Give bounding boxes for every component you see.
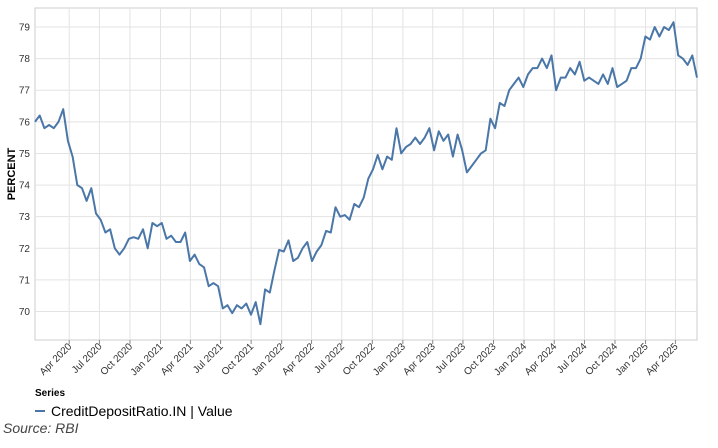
x-tick-label: Apr 2022 xyxy=(280,341,317,378)
x-tick-label: Apr 2020 xyxy=(38,341,75,378)
y-tick-label: 74 xyxy=(19,181,31,192)
source-note: Source: RBI xyxy=(3,420,79,436)
y-tick-label: 72 xyxy=(19,244,31,255)
x-tick-label: Jan 2024 xyxy=(492,341,529,378)
plot-frame xyxy=(34,7,698,341)
gridlines xyxy=(34,7,698,341)
y-tick-label: 79 xyxy=(19,22,31,33)
legend-item[interactable]: CreditDepositRatio.IN | Value xyxy=(35,403,233,419)
y-axis: 70 71 72 73 74 75 76 77 78 79 xyxy=(19,22,31,318)
y-tick-label: 70 xyxy=(19,307,31,318)
x-tick-label: Apr 2025 xyxy=(644,341,681,378)
x-tick-label: Apr 2023 xyxy=(401,341,438,378)
y-tick-label: 71 xyxy=(19,275,31,286)
x-tick-label: Apr 2021 xyxy=(159,341,196,378)
series-layer xyxy=(34,21,698,326)
legend-title: Series xyxy=(35,388,66,399)
y-tick-label: 78 xyxy=(19,54,31,65)
legend: Series CreditDepositRatio.IN | Value xyxy=(35,388,233,419)
series-line xyxy=(34,21,698,326)
y-tick-label: 77 xyxy=(19,86,31,97)
legend-label: CreditDepositRatio.IN | Value xyxy=(51,403,233,419)
y-tick-label: 75 xyxy=(19,149,31,160)
y-tick-label: 76 xyxy=(19,117,31,128)
y-axis-title: PERCENT xyxy=(6,147,18,200)
x-tick-label: Apr 2024 xyxy=(523,341,560,378)
y-tick-label: 73 xyxy=(19,212,31,223)
legend-swatch xyxy=(35,410,45,412)
